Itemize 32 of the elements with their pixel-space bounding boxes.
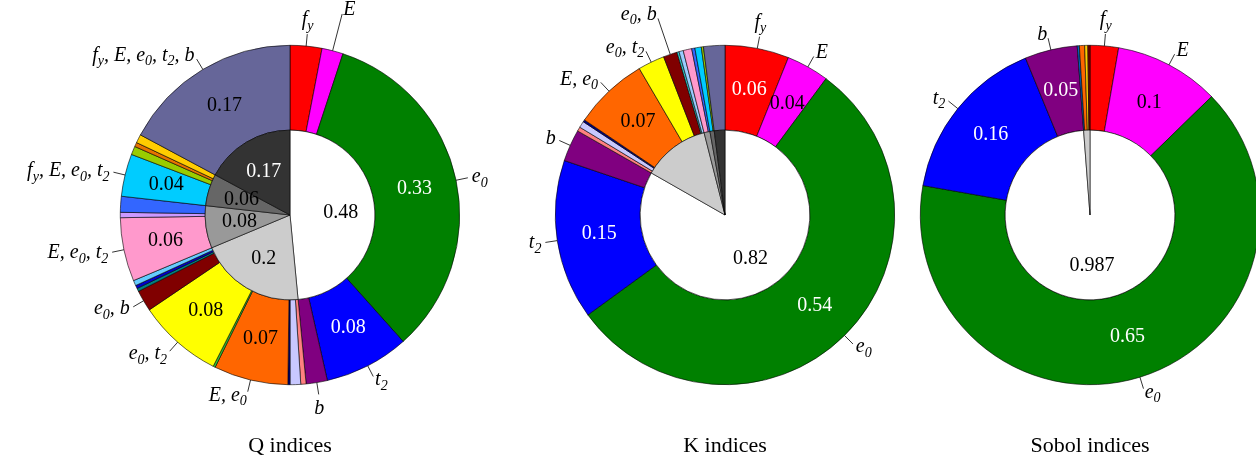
data-label: 0.07 bbox=[242, 326, 278, 349]
data-label: 0.65 bbox=[1109, 323, 1145, 346]
text: K indices bbox=[682, 432, 767, 458]
data-label: 0.987 bbox=[1069, 253, 1115, 276]
data-label: 0.06 bbox=[147, 228, 183, 251]
data-label: 0.04 bbox=[769, 91, 805, 114]
data-label: 0.2 bbox=[251, 245, 277, 268]
data-label: 0.17 bbox=[207, 93, 243, 116]
data-label: 0.08 bbox=[222, 209, 258, 232]
data-label: 0.05 bbox=[1043, 78, 1079, 101]
data-label: 0.1 bbox=[1136, 89, 1162, 112]
text: Sobol indices bbox=[1029, 432, 1150, 458]
data-label: 0.07 bbox=[620, 109, 656, 132]
slice-label: b bbox=[314, 395, 325, 418]
data-label: 0.08 bbox=[330, 315, 366, 338]
slice-label: E bbox=[1175, 37, 1189, 60]
data-label: 0.06 bbox=[223, 187, 259, 210]
data-label: 0.33 bbox=[397, 176, 433, 199]
slice-label: b bbox=[1037, 21, 1048, 44]
data-label: 0.08 bbox=[188, 297, 224, 320]
data-label: 0.54 bbox=[797, 292, 833, 315]
data-label: 0.06 bbox=[731, 77, 767, 100]
data-label: 0.04 bbox=[148, 172, 184, 195]
slice-label: E bbox=[814, 40, 828, 63]
data-label: 0.15 bbox=[581, 221, 617, 244]
text: Q indices bbox=[247, 432, 332, 458]
slice-label: E bbox=[342, 0, 356, 20]
slice-label: b bbox=[545, 126, 556, 149]
data-label: 0.48 bbox=[323, 199, 359, 222]
data-label: 0.82 bbox=[733, 246, 769, 269]
data-label: 0.16 bbox=[973, 122, 1009, 145]
data-label: 0.17 bbox=[246, 158, 282, 181]
